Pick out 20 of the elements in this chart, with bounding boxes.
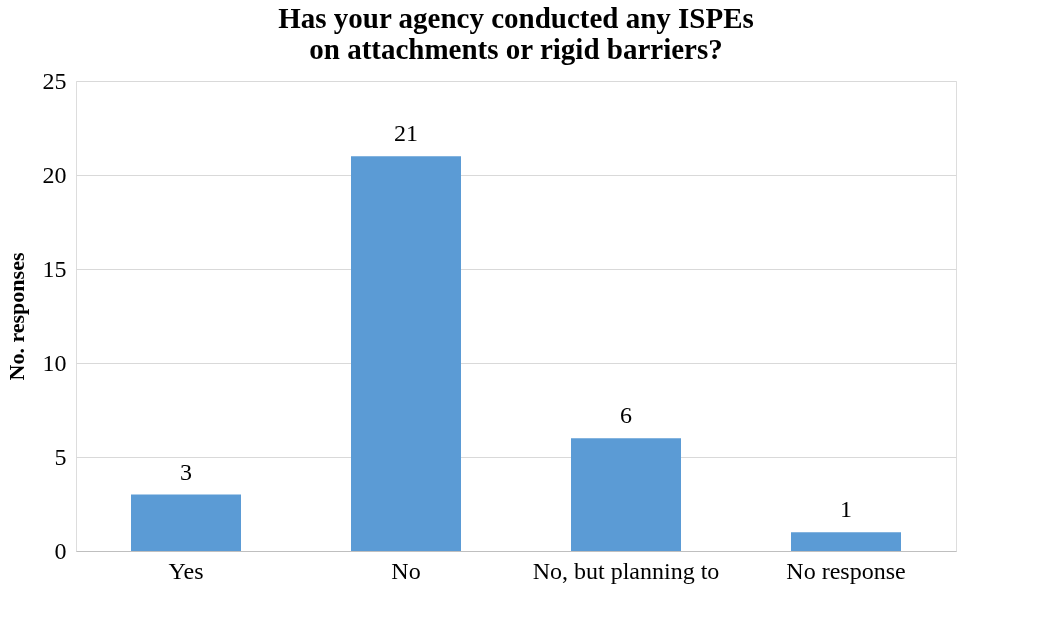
y-tick-label: 20 [42,161,67,188]
y-tick-label: 10 [42,349,67,376]
y-tick-label: 0 [54,537,67,564]
x-tick-label: Yes [168,557,204,584]
x-tick-label: No response [786,557,906,584]
y-tick-label: 15 [42,255,67,282]
x-tick-label: No, but planning to [532,557,720,584]
chart-title: Has your agency conducted any ISPEs on attachments or rigid barriers? [278,2,754,65]
bar [351,156,461,551]
bar [131,494,241,551]
y-tick-label: 5 [54,443,67,470]
data-label: 21 [394,120,418,147]
bar [791,532,901,551]
y-tick-label: 25 [42,67,67,94]
data-label: 1 [840,496,852,523]
x-tick-label: No [391,557,421,584]
bar [571,438,681,551]
y-axis-title: No. responses [3,252,29,381]
data-label: 3 [180,458,192,485]
data-label: 6 [620,402,632,429]
